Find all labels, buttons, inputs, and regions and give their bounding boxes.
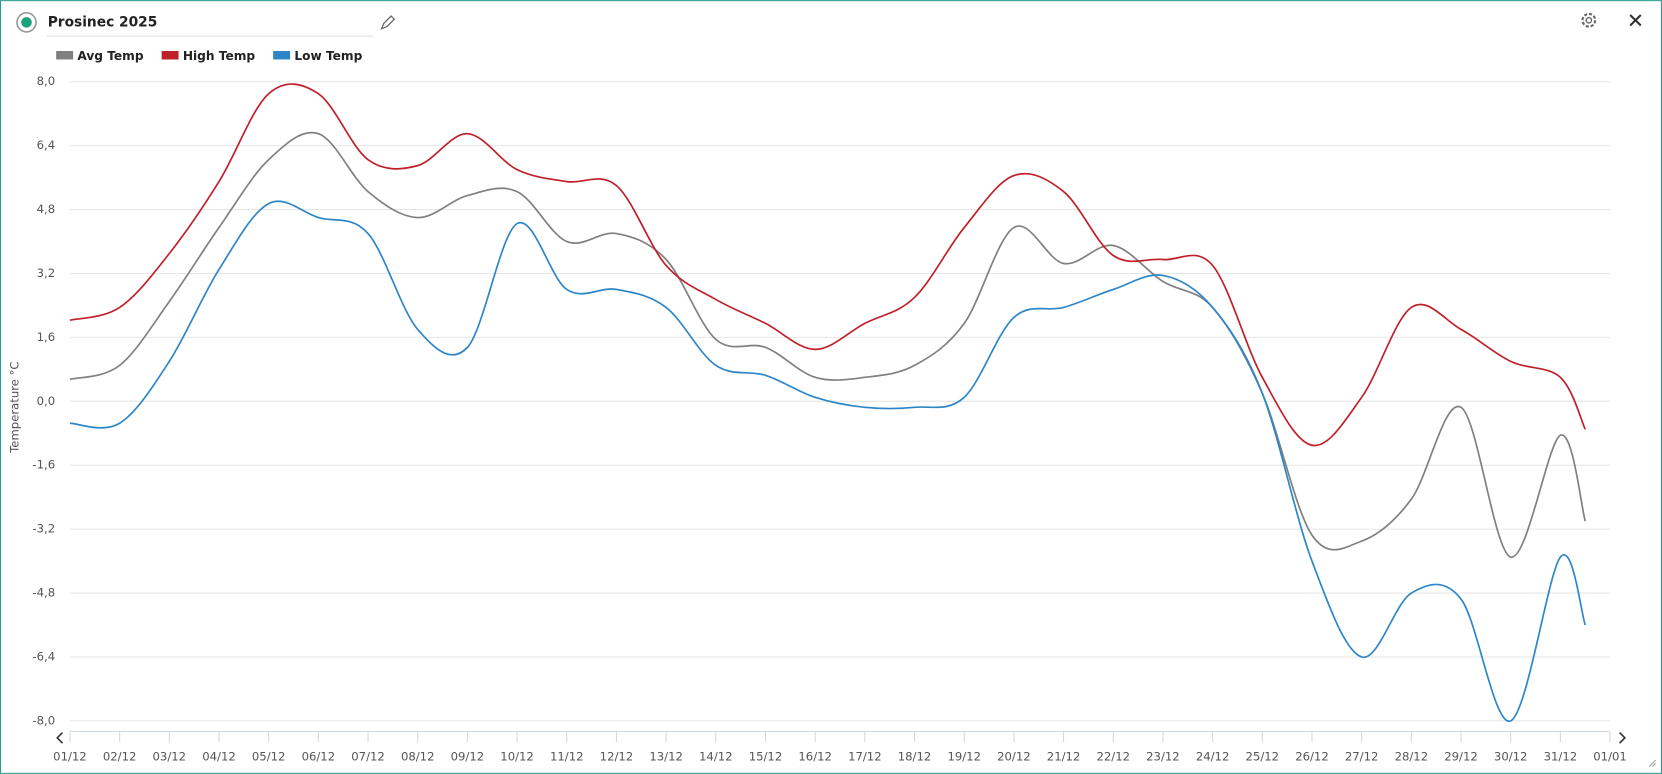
next-arrow[interactable] [1619, 731, 1627, 744]
x-tick-label: 20/12 [997, 749, 1031, 763]
x-tick-label: 07/12 [351, 749, 385, 763]
y-axis-title: Temperature °C [7, 361, 21, 453]
legend-item[interactable]: Low Temp [273, 49, 363, 63]
series-line [69, 200, 1587, 722]
x-tick-label: 13/12 [649, 749, 683, 763]
x-tick-label: 09/12 [451, 749, 485, 763]
x-tick-label: 30/12 [1494, 749, 1528, 763]
x-tick-label: 18/12 [898, 749, 932, 763]
x-tick-label: 26/12 [1295, 749, 1329, 763]
status-dot [21, 17, 32, 28]
x-tick-label: 27/12 [1345, 749, 1379, 763]
gear-outer [1581, 12, 1597, 28]
legend-swatch [56, 50, 74, 60]
series-line [69, 83, 1586, 447]
legend-item[interactable]: Avg Temp [56, 49, 144, 63]
x-tick-label: 24/12 [1196, 749, 1230, 763]
x-tick-label: 10/12 [500, 749, 534, 763]
x-tick-label: 05/12 [252, 749, 286, 763]
y-tick-label: -1,6 [32, 458, 55, 472]
resize-grip[interactable] [1648, 759, 1657, 767]
y-tick-label: -8,0 [32, 713, 55, 727]
legend-swatch [161, 50, 179, 60]
y-tick-label: -4,8 [32, 586, 55, 600]
x-tick-label: 17/12 [848, 749, 882, 763]
x-tick-label: 02/12 [103, 749, 137, 763]
legend-label: Avg Temp [77, 49, 143, 63]
close-icon[interactable] [1629, 14, 1642, 27]
x-tick-label: 16/12 [798, 749, 832, 763]
x-tick-label: 23/12 [1146, 749, 1180, 763]
x-tick-label: 14/12 [699, 749, 733, 763]
x-tick-label: 03/12 [153, 749, 187, 763]
series-line [69, 131, 1587, 558]
legend-swatch [273, 50, 291, 60]
x-tick-label: 31/12 [1544, 749, 1578, 763]
legend-item[interactable]: High Temp [161, 49, 256, 63]
y-tick-label: 0,0 [37, 394, 56, 408]
x-tick-label: 06/12 [302, 749, 336, 763]
x-tick-label: 08/12 [401, 749, 435, 763]
y-tick-label: 6,4 [37, 138, 56, 152]
y-tick-label: 3,2 [37, 266, 56, 280]
legend-label: High Temp [183, 49, 256, 63]
y-tick-label: -3,2 [32, 522, 55, 536]
x-tick-label: 11/12 [550, 749, 584, 763]
settings-icon[interactable] [1581, 12, 1597, 28]
x-tick-label: 21/12 [1047, 749, 1081, 763]
gear-inner [1585, 16, 1593, 24]
x-tick-label: 19/12 [947, 749, 981, 763]
y-tick-label: 1,6 [37, 330, 56, 344]
legend-label: Low Temp [294, 49, 362, 63]
y-tick-label: -6,4 [32, 649, 55, 663]
x-tick-label: 04/12 [202, 749, 236, 763]
x-tick-label: 29/12 [1444, 749, 1478, 763]
x-tick-label: 01/01 [1593, 749, 1627, 763]
x-tick-label: 12/12 [600, 749, 634, 763]
status-icon[interactable] [16, 12, 37, 33]
x-tick-label: 28/12 [1395, 749, 1429, 763]
prev-arrow[interactable] [56, 731, 64, 744]
y-tick-label: 4,8 [37, 202, 56, 216]
x-tick-label: 22/12 [1096, 749, 1130, 763]
chart-title[interactable]: Prosinec 2025 [48, 14, 158, 30]
y-tick-label: 8,0 [37, 74, 56, 88]
x-tick-label: 25/12 [1246, 749, 1280, 763]
x-tick-label: 15/12 [749, 749, 783, 763]
x-tick-label: 01/12 [53, 749, 87, 763]
edit-icon[interactable] [380, 15, 396, 30]
